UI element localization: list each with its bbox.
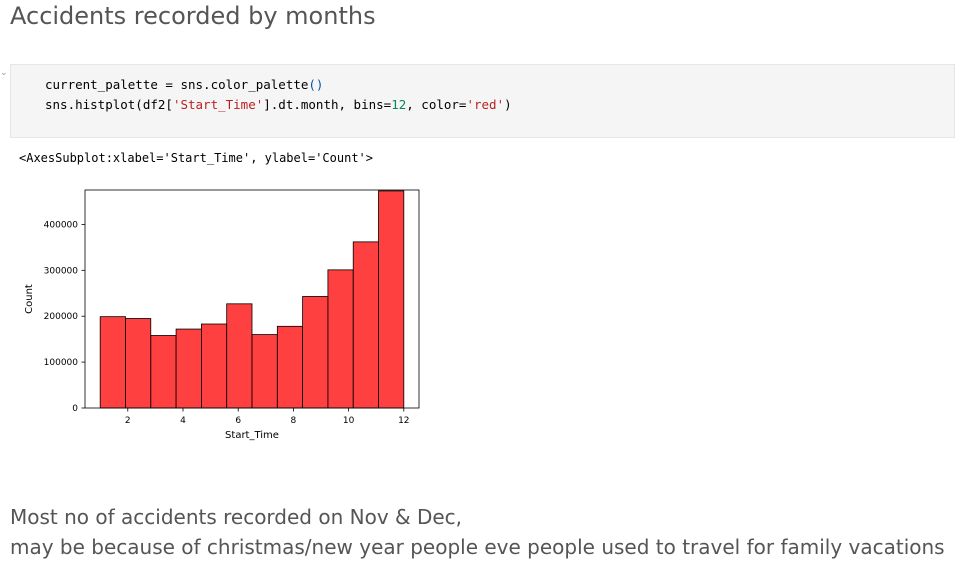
histogram-bar	[99, 316, 126, 409]
x-tick-label: 8	[291, 416, 297, 426]
x-axis-label: Start_Time	[225, 430, 279, 441]
histogram-bar	[378, 190, 405, 409]
histogram-bar	[201, 323, 228, 409]
y-tick-label: 400000	[44, 220, 79, 230]
x-tick-label: 10	[343, 416, 355, 426]
x-tick-label: 4	[180, 416, 186, 426]
histogram-bar	[226, 303, 253, 409]
histogram-bar	[251, 334, 278, 409]
code-token: 'red'	[466, 97, 505, 112]
histogram-bar	[352, 241, 379, 409]
markdown-line-2: may be because of christmas/new year peo…	[10, 535, 945, 559]
code-token: ].dt.month, bins=	[263, 97, 392, 112]
y-tick-label: 300000	[44, 266, 79, 276]
code-token: ()	[308, 77, 324, 92]
section-heading: Accidents recorded by months	[10, 2, 376, 30]
x-tick-label: 2	[125, 416, 131, 426]
plot-frame	[84, 189, 420, 409]
histogram-chart: 2 4 6 8 10 12 0 100000 200000 300000 400000 Start_T…	[24, 189, 420, 441]
y-tick-label: 100000	[44, 358, 79, 368]
x-tick-label: 12	[398, 416, 409, 426]
code-token: 12	[391, 97, 407, 112]
collapse-cell-icon[interactable]: ⌄	[0, 68, 8, 78]
histogram-bar	[125, 318, 152, 409]
histogram-bar	[327, 269, 354, 409]
code-token: current_palette = sns.color_palette	[45, 77, 309, 92]
cell-output-text: <AxesSubplot:xlabel='Start_Time', ylabel…	[19, 151, 374, 165]
code-cell[interactable]: current_palette = sns.color_palette() sn…	[10, 64, 955, 138]
y-axis-label: Count	[24, 284, 35, 314]
histogram-bar	[302, 296, 329, 409]
code-token: )	[504, 97, 512, 112]
code-token: sns.histplot(df2[	[45, 97, 173, 112]
code-line-1: current_palette = sns.color_palette()	[45, 77, 323, 92]
code-token: , color=	[406, 97, 467, 112]
y-tick-label: 200000	[44, 312, 79, 322]
code-line-2: sns.histplot(df2['Start_Time'].dt.month,…	[45, 97, 512, 112]
histogram-bar	[276, 325, 303, 409]
x-tick-label: 6	[235, 416, 241, 426]
code-token: 'Start_Time'	[172, 97, 264, 112]
y-tick-label: 0	[72, 404, 78, 414]
histogram-bar	[175, 328, 202, 409]
histogram-bar	[150, 335, 177, 409]
markdown-line-1: Most no of accidents recorded on Nov & D…	[10, 505, 463, 529]
